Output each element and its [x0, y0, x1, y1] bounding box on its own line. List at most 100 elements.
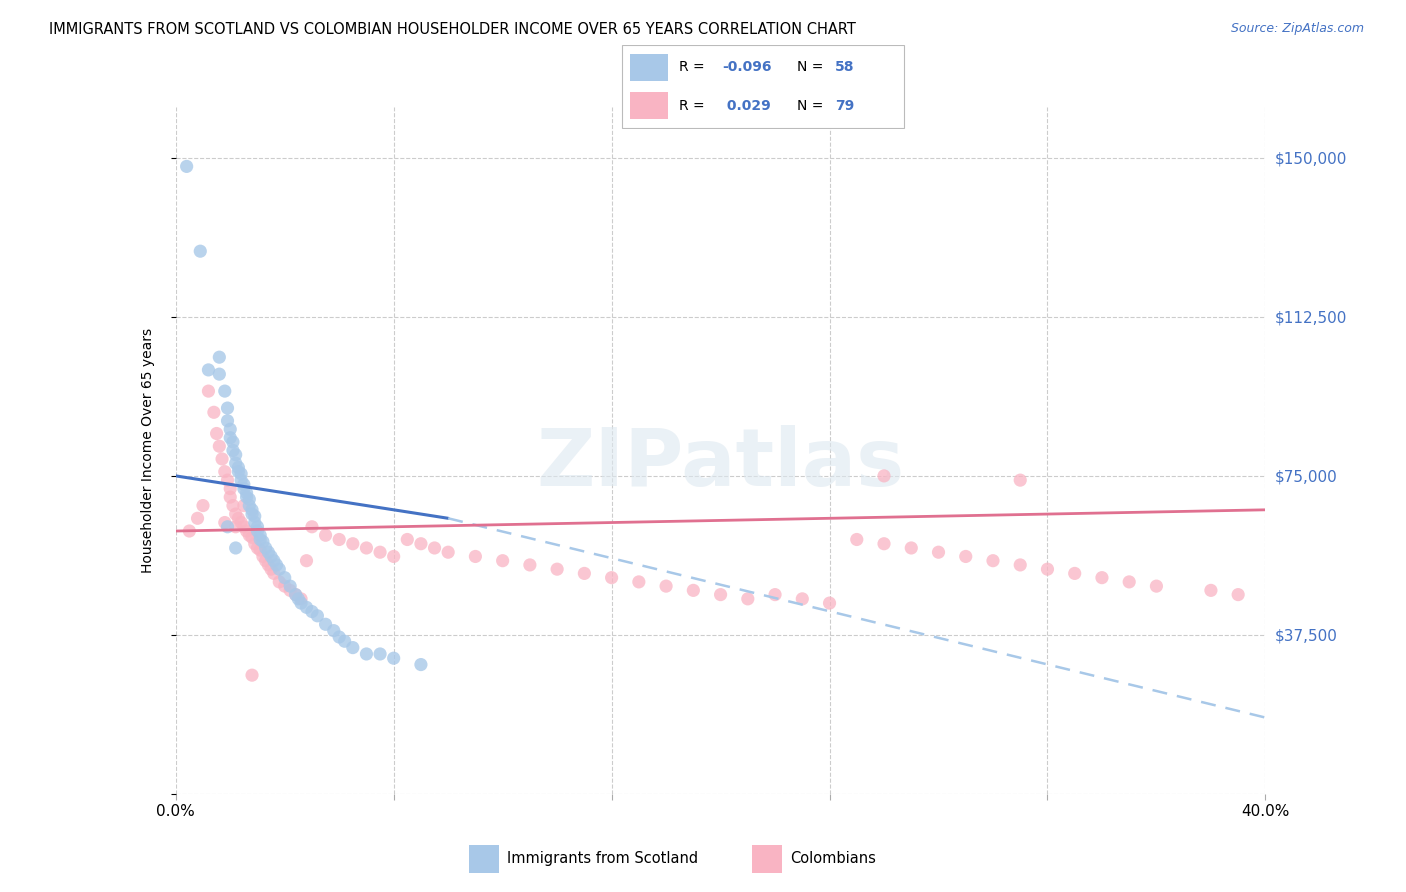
Point [208, 439, 231, 453]
Point [263, 554, 285, 568]
Point [845, 533, 868, 547]
Point [246, 524, 269, 538]
Point [382, 549, 405, 564]
Point [274, 571, 297, 585]
Point [243, 537, 266, 551]
Point [238, 528, 260, 542]
Point [322, 624, 344, 638]
Point [211, 452, 233, 467]
Point [1010, 473, 1032, 487]
Text: Colombians: Colombians [790, 851, 876, 866]
Point [315, 617, 337, 632]
Text: R =: R = [679, 99, 709, 112]
Point [1118, 574, 1140, 589]
Point [238, 492, 260, 507]
Point [249, 533, 271, 547]
Text: 0.029: 0.029 [723, 99, 770, 112]
Point [519, 558, 541, 572]
Point [574, 566, 596, 581]
Point [307, 608, 329, 623]
Point [238, 499, 260, 513]
Point [208, 350, 231, 364]
Point [928, 545, 950, 559]
Point [260, 562, 283, 576]
Point [225, 541, 247, 555]
Point [710, 588, 733, 602]
Point [257, 545, 280, 559]
Point [356, 647, 378, 661]
Point [600, 571, 623, 585]
Point [205, 426, 228, 441]
Point [214, 384, 236, 398]
Point [409, 657, 432, 672]
Point [328, 533, 350, 547]
Point [1144, 579, 1167, 593]
Point [228, 460, 250, 475]
Point [240, 507, 263, 521]
Point [492, 554, 515, 568]
Point [437, 545, 460, 559]
Point [1199, 583, 1222, 598]
Point [655, 579, 678, 593]
Text: IMMIGRANTS FROM SCOTLAND VS COLOMBIAN HOUSEHOLDER INCOME OVER 65 YEARS CORRELATI: IMMIGRANTS FROM SCOTLAND VS COLOMBIAN HO… [49, 22, 856, 37]
Text: R =: R = [679, 61, 709, 74]
Point [232, 499, 254, 513]
Point [197, 363, 219, 377]
Bar [470, 845, 499, 872]
Point [356, 541, 378, 555]
Point [240, 503, 263, 517]
Point [214, 516, 236, 530]
Point [252, 549, 274, 564]
Point [873, 469, 896, 483]
Point [955, 549, 977, 564]
Point [333, 634, 356, 648]
Point [342, 640, 364, 655]
Point [252, 534, 274, 549]
Point [278, 583, 301, 598]
Point [278, 579, 301, 593]
Point [246, 541, 269, 555]
Point [243, 509, 266, 524]
Point [682, 583, 704, 598]
Point [240, 530, 263, 544]
FancyBboxPatch shape [621, 45, 904, 128]
Point [873, 537, 896, 551]
Point [243, 516, 266, 530]
Point [792, 591, 814, 606]
Point [219, 422, 242, 436]
Point [232, 520, 254, 534]
Point [222, 443, 245, 458]
Text: Immigrants from Scotland: Immigrants from Scotland [506, 851, 697, 866]
Text: Source: ZipAtlas.com: Source: ZipAtlas.com [1230, 22, 1364, 36]
Point [382, 651, 405, 665]
Text: 79: 79 [835, 99, 853, 112]
Point [225, 520, 247, 534]
Point [818, 596, 841, 610]
Bar [630, 92, 668, 120]
Point [231, 516, 253, 530]
Point [368, 545, 391, 559]
Point [222, 434, 245, 449]
Bar [752, 845, 782, 872]
Point [1010, 558, 1032, 572]
Point [287, 591, 309, 606]
Point [900, 541, 922, 555]
Point [301, 520, 323, 534]
Point [235, 524, 257, 538]
Point [266, 558, 288, 572]
Point [295, 600, 318, 615]
Text: ZIPatlas: ZIPatlas [537, 425, 904, 503]
Point [263, 566, 285, 581]
Point [396, 533, 419, 547]
Point [225, 456, 247, 470]
Point [1227, 588, 1250, 602]
Point [219, 431, 242, 445]
Point [257, 558, 280, 572]
Point [191, 499, 214, 513]
Point [240, 668, 263, 682]
Text: 58: 58 [835, 61, 855, 74]
Point [627, 574, 650, 589]
Point [235, 490, 257, 504]
Point [179, 524, 201, 538]
Point [217, 473, 239, 487]
